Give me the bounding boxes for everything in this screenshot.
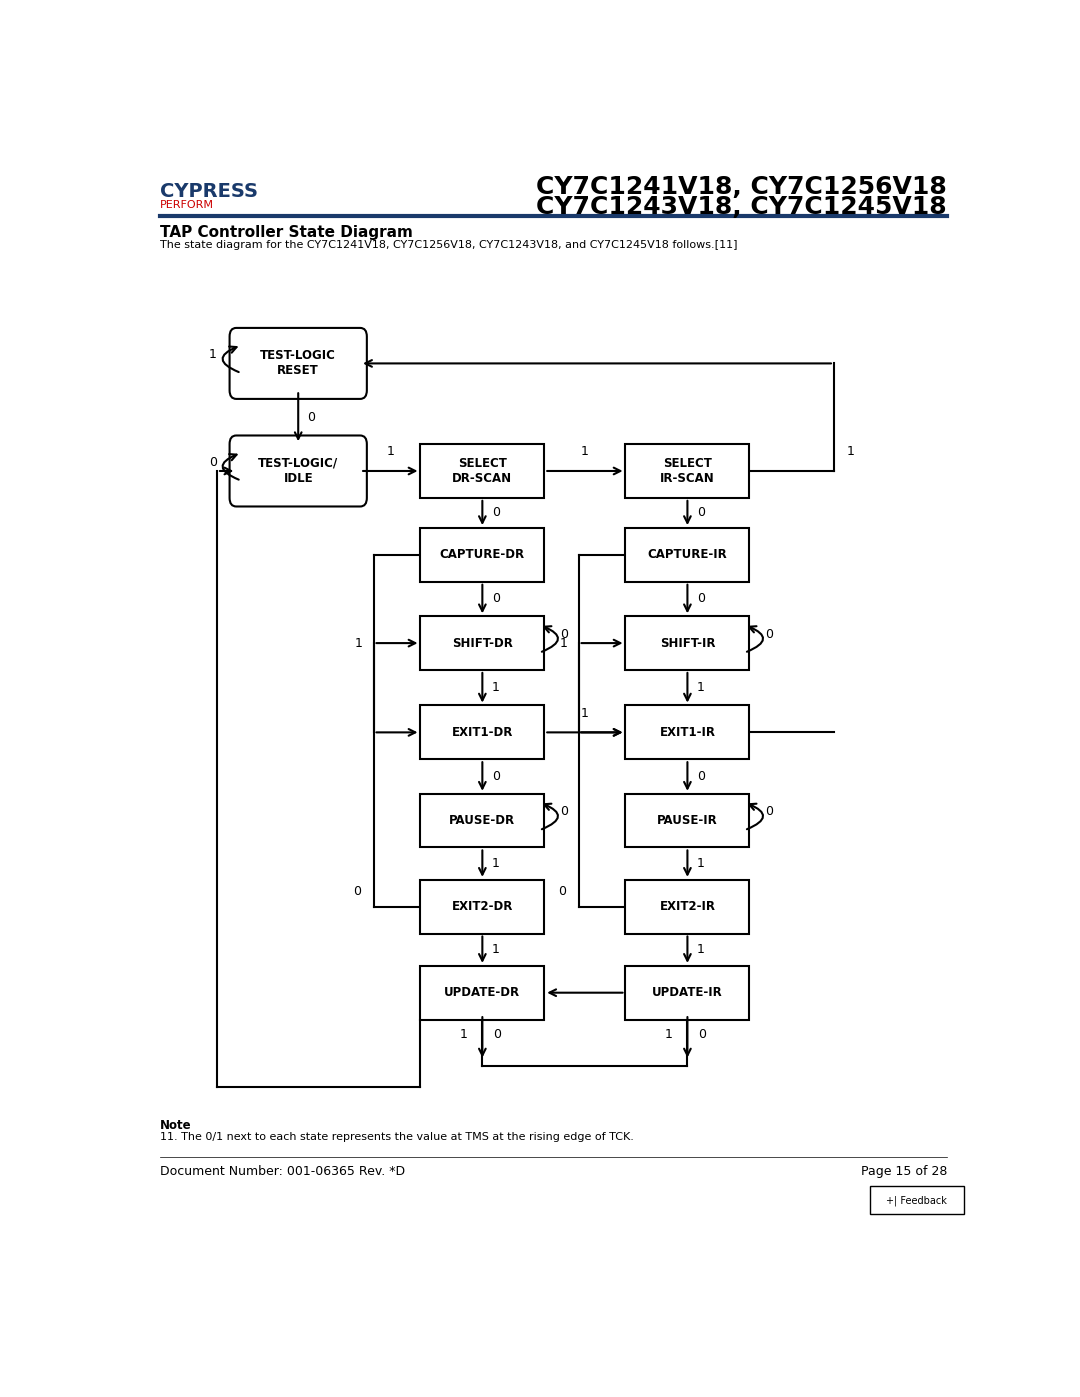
FancyBboxPatch shape bbox=[420, 880, 544, 933]
FancyBboxPatch shape bbox=[869, 1186, 963, 1214]
FancyBboxPatch shape bbox=[230, 328, 367, 400]
Text: 1: 1 bbox=[491, 858, 500, 870]
Text: PAUSE-IR: PAUSE-IR bbox=[657, 814, 718, 827]
Text: SHIFT-DR: SHIFT-DR bbox=[451, 637, 513, 650]
Text: EXIT2-DR: EXIT2-DR bbox=[451, 900, 513, 914]
Text: TAP Controller State Diagram: TAP Controller State Diagram bbox=[160, 225, 413, 240]
Text: 1: 1 bbox=[697, 943, 705, 956]
Text: UPDATE-DR: UPDATE-DR bbox=[444, 986, 521, 999]
Text: TEST-LOGIC
RESET: TEST-LOGIC RESET bbox=[260, 349, 336, 377]
Text: EXIT1-IR: EXIT1-IR bbox=[660, 726, 715, 739]
FancyBboxPatch shape bbox=[420, 793, 544, 848]
Text: 0: 0 bbox=[208, 455, 217, 469]
Text: 0: 0 bbox=[697, 770, 705, 782]
Text: Page 15 of 28: Page 15 of 28 bbox=[861, 1165, 947, 1178]
Text: SELECT
DR-SCAN: SELECT DR-SCAN bbox=[453, 457, 512, 485]
FancyBboxPatch shape bbox=[420, 528, 544, 581]
Text: 0: 0 bbox=[491, 592, 500, 605]
Text: 1: 1 bbox=[491, 682, 500, 694]
Text: TEST-LOGIC/
IDLE: TEST-LOGIC/ IDLE bbox=[258, 457, 338, 485]
Text: 0: 0 bbox=[494, 1028, 501, 1041]
Text: 0: 0 bbox=[308, 411, 315, 423]
FancyBboxPatch shape bbox=[625, 616, 750, 671]
Text: 1: 1 bbox=[665, 1028, 673, 1041]
Text: 0: 0 bbox=[353, 886, 361, 898]
Text: 0: 0 bbox=[561, 806, 568, 819]
Text: 1: 1 bbox=[354, 637, 363, 650]
FancyBboxPatch shape bbox=[420, 705, 544, 760]
Text: PERFORM: PERFORM bbox=[160, 200, 214, 211]
Text: The state diagram for the CY7C1241V18, CY7C1256V18, CY7C1243V18, and CY7C1245V18: The state diagram for the CY7C1241V18, C… bbox=[160, 240, 738, 250]
Text: 1: 1 bbox=[697, 682, 705, 694]
Text: 1: 1 bbox=[581, 446, 589, 458]
FancyBboxPatch shape bbox=[625, 965, 750, 1020]
Text: CAPTURE-DR: CAPTURE-DR bbox=[440, 549, 525, 562]
FancyBboxPatch shape bbox=[420, 965, 544, 1020]
Text: +| Feedback: +| Feedback bbox=[887, 1194, 947, 1206]
Text: 0: 0 bbox=[558, 886, 566, 898]
Text: UPDATE-IR: UPDATE-IR bbox=[652, 986, 723, 999]
Text: CAPTURE-IR: CAPTURE-IR bbox=[648, 549, 727, 562]
Text: CYPRESS: CYPRESS bbox=[160, 182, 258, 201]
Text: EXIT2-IR: EXIT2-IR bbox=[660, 900, 715, 914]
Text: 0: 0 bbox=[766, 629, 773, 641]
Text: 11. The 0/1 next to each state represents the value at TMS at the rising edge of: 11. The 0/1 next to each state represent… bbox=[160, 1132, 634, 1141]
Text: 0: 0 bbox=[697, 592, 705, 605]
FancyBboxPatch shape bbox=[420, 444, 544, 497]
Text: 1: 1 bbox=[697, 858, 705, 870]
FancyBboxPatch shape bbox=[625, 444, 750, 497]
Text: CY7C1243V18, CY7C1245V18: CY7C1243V18, CY7C1245V18 bbox=[537, 196, 947, 219]
Text: 1: 1 bbox=[387, 446, 394, 458]
FancyBboxPatch shape bbox=[420, 616, 544, 671]
Text: EXIT1-DR: EXIT1-DR bbox=[451, 726, 513, 739]
Text: SHIFT-IR: SHIFT-IR bbox=[660, 637, 715, 650]
FancyBboxPatch shape bbox=[625, 705, 750, 760]
Text: 0: 0 bbox=[697, 507, 705, 520]
FancyBboxPatch shape bbox=[625, 880, 750, 933]
Text: 0: 0 bbox=[491, 770, 500, 782]
Text: 1: 1 bbox=[208, 348, 217, 362]
Text: 0: 0 bbox=[766, 806, 773, 819]
Text: PAUSE-DR: PAUSE-DR bbox=[449, 814, 515, 827]
Text: 0: 0 bbox=[699, 1028, 706, 1041]
FancyBboxPatch shape bbox=[625, 528, 750, 581]
Text: 1: 1 bbox=[559, 637, 567, 650]
FancyBboxPatch shape bbox=[625, 793, 750, 848]
Text: Note: Note bbox=[160, 1119, 192, 1132]
Text: 0: 0 bbox=[491, 507, 500, 520]
FancyBboxPatch shape bbox=[230, 436, 367, 507]
Text: 0: 0 bbox=[561, 629, 568, 641]
Text: CY7C1241V18, CY7C1256V18: CY7C1241V18, CY7C1256V18 bbox=[536, 175, 947, 198]
Text: 1: 1 bbox=[491, 943, 500, 956]
Text: 1: 1 bbox=[581, 707, 589, 719]
Text: Document Number: 001-06365 Rev. *D: Document Number: 001-06365 Rev. *D bbox=[160, 1165, 405, 1178]
Text: 1: 1 bbox=[847, 446, 854, 458]
Text: 1: 1 bbox=[460, 1028, 468, 1041]
Text: SELECT
IR-SCAN: SELECT IR-SCAN bbox=[660, 457, 715, 485]
